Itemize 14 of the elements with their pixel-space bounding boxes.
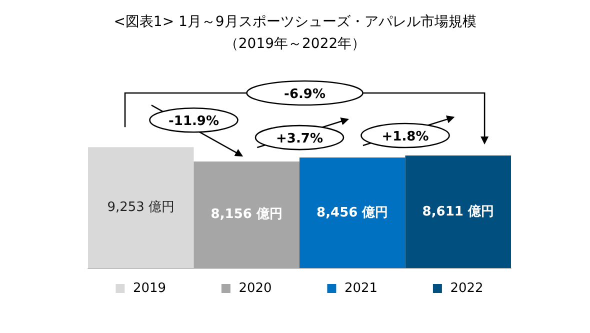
text: -11.9% [168,114,219,130]
data-label: 9,253 億円 [107,200,175,216]
text: -6.9% [284,87,326,102]
data-label: 8,611 億円 [422,203,494,220]
chart-subtitle: （2019年～2022年） [224,36,366,52]
data-label: 8,456 億円 [316,204,388,220]
data-label: 8,156 億円 [210,206,282,222]
chart-title: <図表1> 1月～9月スポーツシューズ・アパレル市場規模 [114,14,476,30]
x-tick-label: 2022 [442,281,484,296]
text: +1.8% [382,130,429,145]
text: +3.7% [276,132,323,147]
x-tick-label: 2019 [124,281,166,296]
x-tick-label: 2021 [336,281,378,296]
x-tick-label: 2020 [230,281,272,296]
